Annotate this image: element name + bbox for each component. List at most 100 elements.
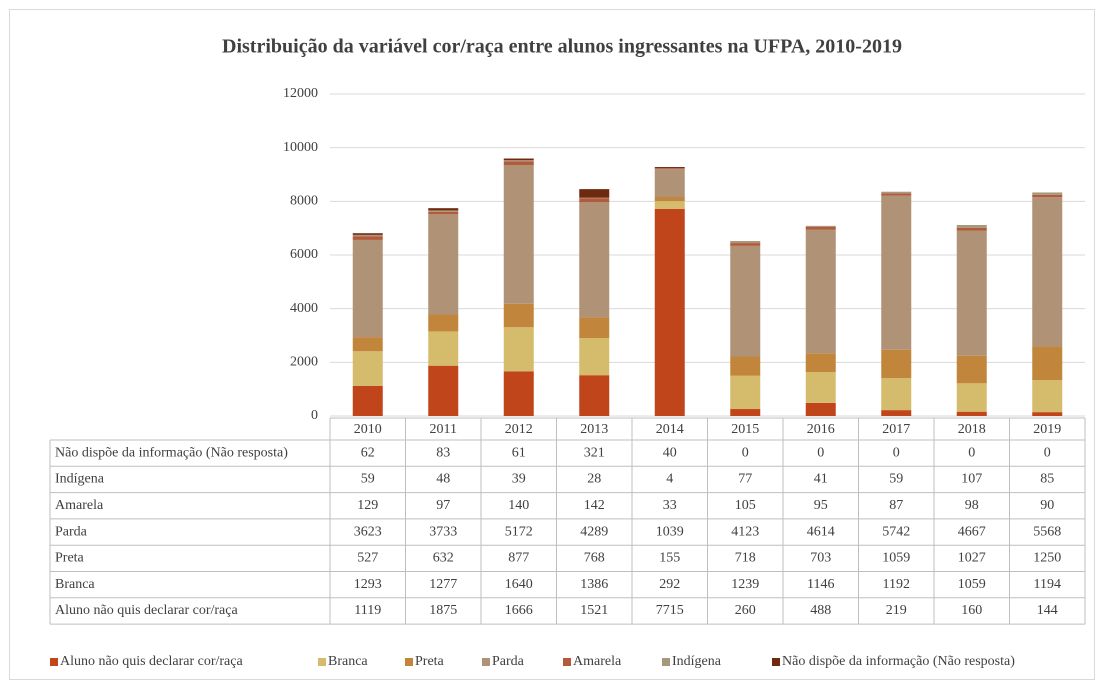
table-value: 5172 — [505, 524, 533, 539]
table-value: 95 — [814, 498, 828, 513]
bar-segment — [805, 225, 836, 227]
bar-segment — [654, 167, 685, 169]
x-tick-label: 2011 — [430, 422, 457, 437]
table-value: 48 — [436, 472, 450, 487]
bar-segment — [730, 356, 761, 376]
y-tick-label: 2000 — [290, 355, 318, 370]
bar-segment — [503, 158, 534, 161]
legend-swatch — [662, 658, 670, 666]
bar-segment — [352, 337, 383, 352]
table-value: 1239 — [731, 577, 759, 592]
bar-segment — [730, 243, 761, 246]
table-value: 1059 — [958, 577, 986, 592]
legend-label: Não dispõe da informação (Não resposta) — [782, 654, 1015, 669]
y-tick-label: 10000 — [283, 140, 318, 155]
table-value: 5742 — [882, 524, 910, 539]
bar-segment — [352, 236, 383, 240]
bar-segment — [1032, 192, 1063, 195]
bar-segment — [1032, 380, 1063, 413]
bar-segment — [730, 240, 761, 244]
table-value: 4289 — [580, 524, 608, 539]
table-value: 1059 — [882, 551, 910, 566]
table-value: 5568 — [1033, 524, 1061, 539]
bar-segment — [956, 355, 987, 384]
x-tick-label: 2018 — [958, 422, 986, 437]
table-value: 1640 — [505, 577, 533, 592]
x-tick-label: 2017 — [882, 422, 910, 437]
bar-segment — [428, 211, 459, 215]
table-value: 40 — [663, 445, 677, 460]
table-value: 292 — [659, 577, 680, 592]
chart-title: Distribuição da variável cor/raça entre … — [222, 36, 902, 58]
bar-segment — [956, 230, 987, 356]
bar-segment — [881, 195, 912, 350]
bar-segment — [730, 245, 761, 357]
table-value: 62 — [361, 445, 375, 460]
bar-segment — [654, 168, 685, 170]
table-value: 0 — [893, 445, 900, 460]
bar-segment — [1032, 194, 1063, 198]
table-value: 0 — [817, 445, 824, 460]
bar-segment — [805, 372, 836, 403]
legend-label: Preta — [415, 654, 445, 669]
row-label: Não dispõe da informação (Não resposta) — [55, 445, 288, 460]
legend-label: Aluno não quis declarar cor/raça — [60, 654, 243, 669]
table-value: 703 — [810, 551, 831, 566]
bar-segment — [503, 303, 534, 328]
table-value: 90 — [1040, 498, 1054, 513]
table-value: 1666 — [505, 603, 533, 618]
y-tick-label: 8000 — [290, 194, 318, 209]
table-value: 3623 — [354, 524, 382, 539]
bar-segment — [428, 214, 459, 315]
row-label: Preta — [55, 551, 85, 566]
table-value: 321 — [584, 445, 605, 460]
table-value: 4 — [666, 472, 673, 487]
legend-swatch — [318, 658, 326, 666]
bar-segment — [956, 411, 987, 416]
table-value: 41 — [814, 472, 828, 487]
table-value: 87 — [889, 498, 903, 513]
table-value: 1250 — [1033, 551, 1061, 566]
legend-swatch — [50, 658, 58, 666]
bar-segment — [352, 233, 383, 235]
bar-segment — [503, 164, 534, 304]
table-value: 144 — [1037, 603, 1058, 618]
x-tick-label: 2010 — [354, 422, 382, 437]
bar-segment — [428, 210, 459, 212]
table-value: 1875 — [429, 603, 457, 618]
table-value: 1192 — [883, 577, 910, 592]
bar-segment — [654, 196, 685, 202]
row-label: Indígena — [55, 472, 105, 487]
table-value: 28 — [587, 472, 601, 487]
y-tick-label: 6000 — [290, 247, 318, 262]
bar-segment — [805, 226, 836, 230]
table-value: 155 — [659, 551, 680, 566]
table-value: 768 — [584, 551, 605, 566]
table-value: 1194 — [1034, 577, 1061, 592]
table-value: 1146 — [807, 577, 834, 592]
row-label: Aluno não quis declarar cor/raça — [55, 603, 238, 618]
table-value: 7715 — [656, 603, 684, 618]
bar-segment — [579, 198, 610, 203]
table-value: 107 — [961, 472, 982, 487]
table-value: 4667 — [958, 524, 986, 539]
legend-swatch — [772, 658, 780, 666]
bar-segment — [654, 169, 685, 197]
bar-segment — [579, 197, 610, 199]
table-value: 877 — [508, 551, 529, 566]
legend-label: Amarela — [573, 654, 622, 669]
table-value: 219 — [886, 603, 907, 618]
table-value: 0 — [968, 445, 975, 460]
table-value: 4614 — [807, 524, 835, 539]
bar-segment — [579, 317, 610, 338]
bar-segment — [579, 202, 610, 318]
legend-swatch — [482, 658, 490, 666]
table-value: 39 — [512, 472, 526, 487]
x-tick-label: 2013 — [580, 422, 608, 437]
table-value: 1027 — [958, 551, 986, 566]
bar-segment — [352, 239, 383, 338]
bar-segment — [1032, 197, 1063, 347]
table-value: 0 — [1044, 445, 1051, 460]
table-value: 59 — [361, 472, 375, 487]
